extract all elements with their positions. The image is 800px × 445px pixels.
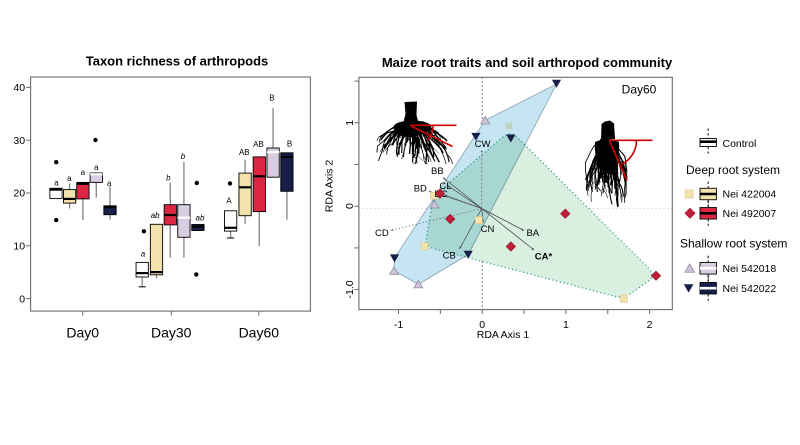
svg-text:Nei 542022: Nei 542022: [723, 283, 777, 295]
svg-text:b: b: [181, 152, 186, 161]
svg-text:Nei 422004: Nei 422004: [723, 189, 777, 201]
svg-text:Day60: Day60: [239, 325, 280, 341]
svg-text:a: a: [141, 250, 146, 259]
svg-text:CN: CN: [481, 224, 495, 235]
svg-text:Nei 542018: Nei 542018: [723, 263, 777, 275]
svg-text:BB: BB: [431, 166, 444, 177]
svg-text:Taxon richness of arthropods: Taxon richness of arthropods: [86, 54, 269, 69]
svg-text:0: 0: [479, 319, 485, 331]
svg-text:a: a: [94, 163, 99, 172]
svg-text:A: A: [226, 196, 232, 205]
svg-text:Shallow root system: Shallow root system: [680, 237, 787, 251]
svg-text:30: 30: [13, 135, 25, 147]
svg-text:1: 1: [344, 120, 356, 126]
svg-text:Maize root traits and soil art: Maize root traits and soil arthropod com…: [382, 55, 673, 70]
svg-text:1: 1: [563, 319, 569, 331]
svg-text:20: 20: [13, 188, 25, 200]
svg-text:B: B: [269, 94, 274, 103]
svg-text:a: a: [81, 168, 86, 177]
svg-text:a: a: [107, 179, 112, 188]
svg-text:Control: Control: [723, 138, 757, 150]
svg-text:CB: CB: [443, 251, 456, 262]
svg-text:BD: BD: [414, 184, 427, 195]
svg-text:a: a: [67, 174, 72, 183]
svg-text:ab: ab: [196, 214, 205, 223]
svg-text:RDA Axis 1: RDA Axis 1: [477, 329, 530, 341]
svg-text:2: 2: [647, 319, 653, 331]
svg-text:ab: ab: [151, 211, 160, 220]
svg-text:CL: CL: [439, 181, 451, 192]
svg-text:-1.0: -1.0: [344, 280, 356, 298]
svg-text:0: 0: [19, 293, 25, 305]
svg-text:Day0: Day0: [66, 325, 99, 341]
svg-text:10: 10: [13, 241, 25, 253]
svg-text:CW: CW: [475, 139, 491, 150]
svg-text:CD: CD: [375, 228, 389, 239]
svg-text:B: B: [287, 139, 292, 148]
svg-text:RDA Axis 2: RDA Axis 2: [324, 160, 336, 213]
svg-text:Day30: Day30: [151, 325, 192, 341]
svg-text:Deep root system: Deep root system: [686, 163, 780, 177]
svg-text:a: a: [54, 179, 59, 188]
svg-text:CA*: CA*: [535, 252, 553, 263]
svg-text:BA: BA: [526, 228, 539, 239]
svg-text:AB: AB: [253, 140, 264, 149]
svg-text:Nei 492007: Nei 492007: [723, 208, 777, 220]
svg-text:-1: -1: [394, 319, 403, 331]
svg-text:Day60: Day60: [622, 83, 657, 97]
svg-text:40: 40: [13, 82, 25, 94]
svg-text:b: b: [166, 173, 171, 182]
svg-text:AB: AB: [239, 148, 250, 157]
svg-text:0: 0: [344, 203, 356, 209]
